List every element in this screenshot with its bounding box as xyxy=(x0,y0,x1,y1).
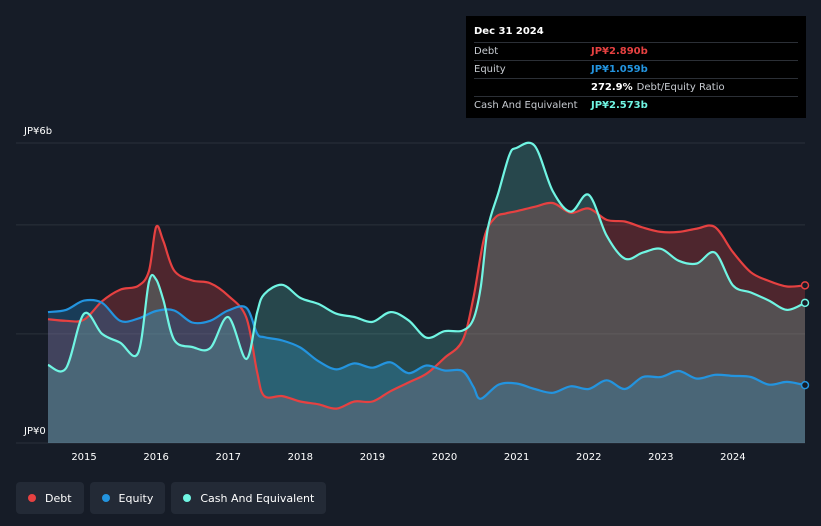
marker-layer xyxy=(800,281,810,390)
tooltip-row-debt: Debt JP¥2.890b xyxy=(474,42,798,60)
tooltip-cash-value: JP¥2.573b xyxy=(591,100,648,111)
legend-cash-label: Cash And Equivalent xyxy=(200,491,315,505)
equity-end-marker xyxy=(800,380,810,390)
x-tick-label: 2016 xyxy=(143,452,168,463)
legend-item-cash[interactable]: Cash And Equivalent xyxy=(171,482,327,514)
x-tick-label: 2019 xyxy=(360,452,385,463)
tooltip-date: Dec 31 2024 xyxy=(474,26,544,37)
tooltip-debt-value: JP¥2.890b xyxy=(591,46,648,57)
x-tick-label: 2017 xyxy=(216,452,241,463)
tooltip-row-ratio: 272.9% Debt/Equity Ratio xyxy=(474,78,798,96)
cash-end-marker xyxy=(800,298,810,308)
legend-debt-label: Debt xyxy=(45,491,72,505)
cash-area xyxy=(48,142,805,443)
x-tick-label: 2021 xyxy=(504,452,529,463)
x-tick-label: 2018 xyxy=(288,452,313,463)
y-tick-label: JP¥0 xyxy=(23,426,46,437)
debt-dot-icon xyxy=(28,494,36,502)
x-tick-label: 2024 xyxy=(720,452,745,463)
x-tick-label: 2023 xyxy=(648,452,673,463)
tick-layer: 2015 2016 2017 2018 2019 2020 2021 2022 2023 2024… xyxy=(23,126,746,463)
x-tick-label: 2022 xyxy=(576,452,601,463)
tooltip-ratio-value: 272.9% xyxy=(591,82,633,93)
tooltip-debt-label: Debt xyxy=(474,46,499,57)
equity-dot-icon xyxy=(101,494,110,502)
line-layer xyxy=(47,141,806,410)
tooltip-row-equity: Equity JP¥1.059b xyxy=(474,60,798,78)
y-tick-label: JP¥6b xyxy=(23,126,52,137)
tooltip-row-cash: Cash And Equivalent JP¥2.573b xyxy=(474,96,798,114)
tooltip-cash-label: Cash And Equivalent xyxy=(474,100,578,111)
x-tick-label: 2015 xyxy=(71,452,96,463)
tooltip-equity-label: Equity xyxy=(474,64,506,75)
cash-line xyxy=(47,141,806,373)
debt-end-marker xyxy=(800,281,810,290)
debt-line xyxy=(47,201,806,410)
x-tick-label: 2020 xyxy=(432,452,457,463)
grid-layer xyxy=(16,142,805,444)
cash-dot-icon xyxy=(183,494,192,502)
debt-area xyxy=(48,202,805,443)
legend-item-debt[interactable]: Debt xyxy=(16,482,84,514)
equity-line xyxy=(47,298,806,400)
tooltip-equity-value: JP¥1.059b xyxy=(591,64,648,75)
tooltip-panel: Dec 31 2024 Debt JP¥2.890b Equity JP¥1.0… xyxy=(466,16,806,118)
legend-equity-label: Equity xyxy=(118,491,154,505)
chart-legend: Debt Equity Cash And Equivalent xyxy=(16,482,332,514)
legend-item-equity[interactable]: Equity xyxy=(89,482,166,514)
tooltip-ratio-caption: Debt/Equity Ratio xyxy=(636,82,725,93)
